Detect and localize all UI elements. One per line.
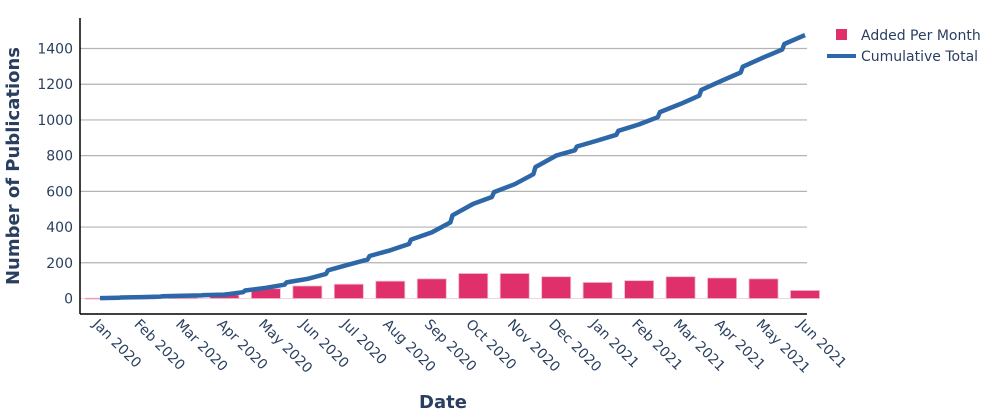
legend: Added Per Month Cumulative Total (827, 28, 981, 65)
y-tick-label: 200 (46, 256, 73, 272)
y-tick-label: 600 (46, 184, 73, 200)
bar (292, 285, 323, 299)
x-axis-title: Date (419, 392, 467, 413)
legend-item-cumulative-total[interactable]: Cumulative Total (827, 49, 978, 65)
bar (333, 283, 364, 299)
bar (707, 277, 737, 299)
bar (665, 276, 696, 299)
legend-swatch-square-icon (836, 29, 847, 40)
bar (624, 280, 655, 299)
bar (375, 280, 406, 299)
y-axis-title: Number of Publications (3, 47, 24, 285)
gridlines (80, 47, 807, 299)
bar (541, 276, 572, 299)
y-tick-label: 1200 (37, 77, 73, 93)
legend-label: Cumulative Total (861, 49, 978, 65)
legend-label: Added Per Month (861, 28, 981, 44)
bar (416, 278, 447, 299)
bar (499, 273, 530, 299)
y-tick-label: 0 (64, 292, 73, 308)
line-series-cumulative-total (99, 33, 806, 301)
bar (748, 278, 779, 299)
bar (790, 290, 820, 299)
legend-item-added-per-month[interactable]: Added Per Month (836, 28, 981, 44)
y-tick-label: 1400 (37, 42, 73, 58)
y-tick-label: 400 (46, 220, 73, 236)
y-tick-label: 800 (46, 149, 73, 165)
y-tick-label: 1000 (37, 113, 73, 129)
bar (458, 273, 489, 299)
bar (582, 282, 613, 299)
y-axis-ticks: 0 200 400 600 800 1000 1200 1400 (37, 42, 73, 308)
